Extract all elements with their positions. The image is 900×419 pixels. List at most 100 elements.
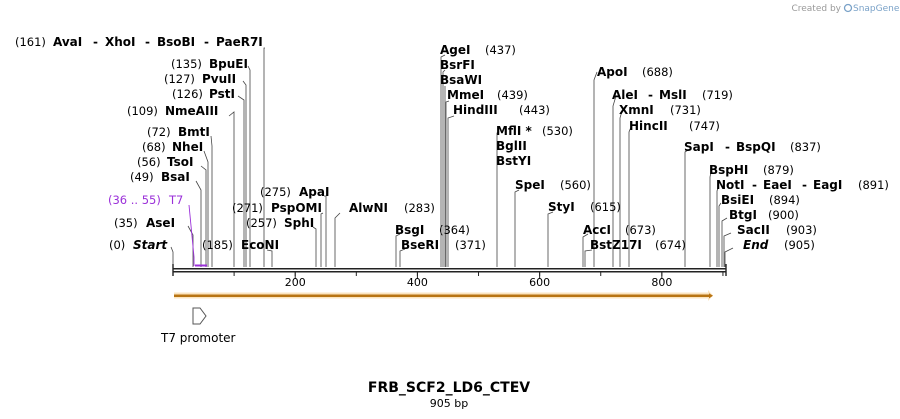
site-pos-agei: (437): [485, 43, 516, 57]
site-name-sphi[interactable]: SphI: [284, 216, 314, 230]
site-name-start[interactable]: Start: [133, 238, 168, 252]
site-name-nhei[interactable]: NheI: [172, 140, 203, 154]
site-name-agei[interactable]: AgeI: [440, 43, 470, 57]
site-name-nmeaiii[interactable]: NmeAIII: [165, 104, 218, 118]
site-pos-bpuei: (135): [171, 57, 202, 71]
site-pos-bseri: (371): [455, 238, 486, 252]
site-name-pspomi[interactable]: PspOMI: [271, 201, 322, 215]
credit-prefix: Created by: [791, 4, 841, 14]
site-name-xmni[interactable]: XmnI: [619, 103, 654, 117]
site-name-styi[interactable]: StyI: [548, 200, 575, 214]
dna-backbone: [172, 264, 727, 276]
separator-dash: -: [93, 35, 98, 49]
site-pos-mlui: (530): [542, 124, 573, 138]
site-pos-avai: (161): [15, 35, 46, 49]
site-name-bstyi[interactable]: BstYI: [496, 154, 531, 168]
site-pos-bmti: (72): [147, 125, 171, 139]
ruler-tick-label: 200: [285, 276, 306, 289]
site-pos-spei: (560): [560, 178, 591, 192]
site-name-bsiei[interactable]: BsiEI: [721, 193, 754, 207]
site-name-econi[interactable]: EcoNI: [241, 238, 279, 252]
site-name-bsphi[interactable]: BspHI: [709, 163, 748, 177]
site-pos-pvuii: (127): [164, 72, 195, 86]
site-name-tsoi[interactable]: TsoI: [167, 155, 193, 169]
site-name-mmei[interactable]: MmeI: [447, 88, 484, 102]
site-pos-tsoi: (56): [137, 155, 161, 169]
site-name-bsai[interactable]: BsaI: [161, 170, 190, 184]
site-pos-nmeaiii: (109): [127, 104, 158, 118]
promoter-arrow-icon[interactable]: [192, 307, 207, 325]
site-pos-alwni: (283): [404, 201, 435, 215]
site-name-msli[interactable]: MslI: [659, 88, 687, 102]
site-pos-sapi: (837): [790, 140, 821, 154]
site-name-asei[interactable]: AseI: [146, 216, 175, 230]
site-name-eaei[interactable]: EaeI: [763, 178, 792, 192]
site-pos-styi: (615): [590, 200, 621, 214]
site-name-bpuei[interactable]: BpuEI: [209, 57, 248, 71]
sequence-length: 905 bp: [430, 397, 468, 410]
site-name-bseri[interactable]: BseRI: [401, 238, 439, 252]
separator-dash: -: [145, 35, 150, 49]
separator-dash: -: [648, 88, 653, 102]
separator-dash: -: [204, 35, 209, 49]
site-name-noti[interactable]: NotI: [716, 178, 745, 192]
site-name-hincii[interactable]: HincII: [629, 119, 668, 133]
site-pos-bsiei: (894): [769, 193, 800, 207]
site-name-btgi[interactable]: BtgI: [729, 208, 757, 222]
site-name-spei[interactable]: SpeI: [515, 178, 545, 192]
site-pos-noti: (891): [858, 178, 889, 192]
site-name-bsobi[interactable]: BsoBI: [157, 35, 195, 49]
site-name-bsawi[interactable]: BsaWI: [440, 73, 482, 87]
site-name-alwni[interactable]: AlwNI: [349, 201, 388, 215]
primer-name[interactable]: T7: [168, 193, 183, 207]
ruler-tick-label: 800: [651, 276, 672, 289]
site-name-bspqi[interactable]: BspQI: [736, 140, 776, 154]
site-pos-mmei: (439): [497, 88, 528, 102]
site-pos-bsai: (49): [130, 170, 154, 184]
site-pos-sphi: (257): [246, 216, 277, 230]
site-name-bglii[interactable]: BglII: [496, 139, 527, 153]
site-name-mlui[interactable]: MflI *: [496, 124, 532, 138]
site-name-avai[interactable]: AvaI: [53, 35, 82, 49]
site-name-psti[interactable]: PstI: [209, 87, 235, 101]
sequence-title: FRB_SCF2_LD6_CTEV: [368, 380, 530, 396]
separator-dash: -: [802, 178, 807, 192]
separator-dash: -: [752, 178, 757, 192]
site-name-sapi[interactable]: SapI: [684, 140, 714, 154]
site-pos-hincii: (747): [689, 119, 720, 133]
primer-t7[interactable]: [188, 204, 207, 267]
site-pos-btgi: (900): [768, 208, 799, 222]
site-name-end[interactable]: End: [743, 238, 769, 252]
site-pos-econi: (185): [202, 238, 233, 252]
site-name-acci[interactable]: AccI: [583, 223, 611, 237]
site-name-apai[interactable]: ApaI: [299, 185, 329, 199]
site-name-xhoi[interactable]: XhoI: [105, 35, 136, 49]
site-name-sacii[interactable]: SacII: [737, 223, 770, 237]
site-name-alei[interactable]: AleI: [612, 88, 638, 102]
site-name-bsrfi[interactable]: BsrFI: [440, 58, 475, 72]
site-pos-alei: (719): [702, 88, 733, 102]
site-name-eagi[interactable]: EagI: [813, 178, 842, 192]
site-name-bstz17i[interactable]: BstZ17I: [590, 238, 642, 252]
site-name-hindiii[interactable]: HindIII: [453, 103, 498, 117]
site-pos-xmni: (731): [670, 103, 701, 117]
site-pos-acci: (673): [625, 223, 656, 237]
feature-arrow[interactable]: [174, 290, 713, 301]
promoter-label: T7 promoter: [160, 331, 236, 345]
credit-brand: SnapGene: [853, 4, 900, 14]
site-pos-sacii: (903): [786, 223, 817, 237]
snapgene-logo-icon: [843, 3, 853, 13]
site-pos-pspomi: (271): [232, 201, 263, 215]
site-name-apoi[interactable]: ApoI: [597, 65, 628, 79]
site-pos-bsphi: (879): [763, 163, 794, 177]
ruler-tick-label: 400: [407, 276, 428, 289]
ruler: 200 400 600 800: [233, 272, 724, 289]
site-name-bmti[interactable]: BmtI: [178, 125, 210, 139]
site-name-bsgi[interactable]: BsgI: [395, 223, 424, 237]
site-name-pvuii[interactable]: PvuII: [202, 72, 236, 86]
site-labels: (0) Start (35) AseI (36 .. 55) T7 (49) B…: [15, 35, 889, 252]
separator-dash: -: [725, 140, 730, 154]
site-pos-nhei: (68): [142, 140, 166, 154]
site-name-paer7i[interactable]: PaeR7I: [216, 35, 263, 49]
